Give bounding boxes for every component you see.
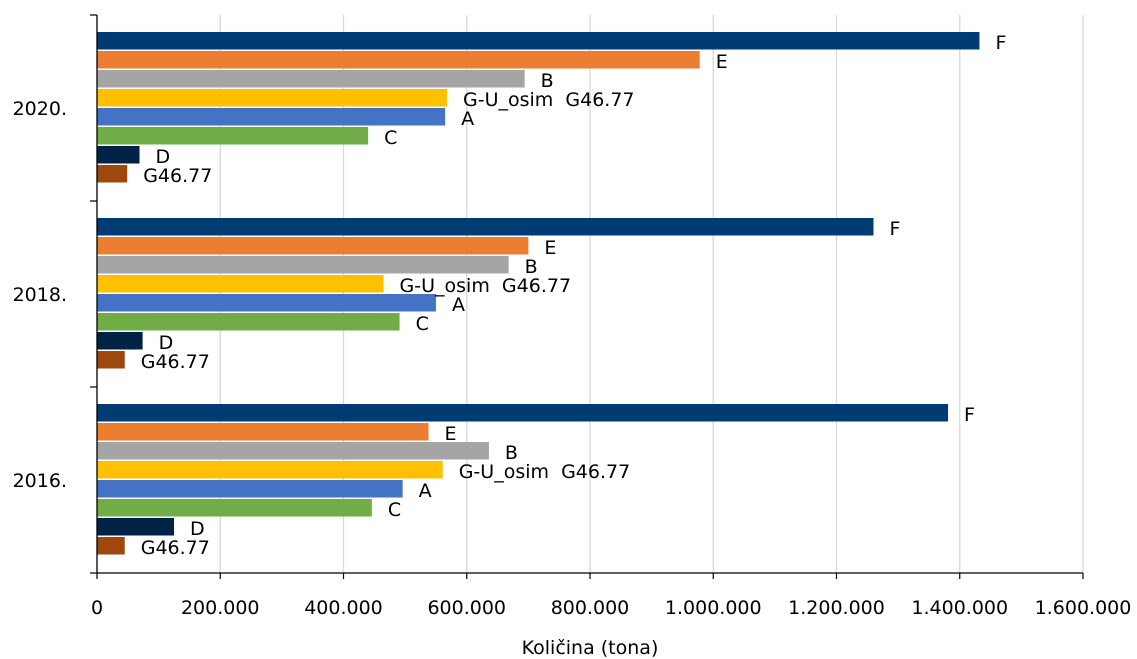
bar-series-label: G-U_osim G46.77 [400,275,572,297]
bar-series-label: G46.77 [141,537,210,559]
bar-e [97,51,700,69]
x-axis-title: Količina (tona) [522,637,659,659]
bar-series-label: D [190,518,205,540]
bar-c [97,127,369,145]
bar-series-label: C [384,127,397,149]
category-label: 2016. [13,470,67,492]
bar-b [97,70,525,88]
bar-d [97,146,140,164]
bar-c [97,313,400,331]
bar-f [97,218,874,236]
bar-series-label: G46.77 [143,165,212,187]
bar-series-label: B [505,442,518,464]
bar-e [97,237,529,255]
x-tick-label: 1.400.000 [911,597,1008,619]
category-label: 2020. [13,98,67,120]
bar-series-label: D [159,332,174,354]
x-tick-label: 0 [91,597,103,619]
bar-c [97,499,372,517]
bar-series-label: E [716,51,728,73]
bar-series-label: C [388,499,401,521]
bar-a [97,294,436,312]
bar-series-label: F [889,218,900,240]
bar-series-label: F [995,32,1006,54]
bar-g-u-osim-g46-77 [97,275,384,293]
bar-a [97,480,403,498]
bar-e [97,423,429,441]
x-tick-label: 1.200.000 [788,597,885,619]
bar-f [97,404,949,422]
bar-a [97,108,446,126]
bar-series-label: C [416,313,429,335]
x-tick-label: 200.000 [181,597,260,619]
bar-d [97,332,143,350]
labels: 0 200.000 400.000 600.000 800.000 1.000.000 1.… [13,32,1132,659]
bar-g-u-osim-g46-77 [97,89,448,107]
bar-series-label: A [461,108,474,130]
bar-g-u-osim-g46-77 [97,461,443,479]
bar-f [97,32,980,50]
bar-series-label: D [156,146,171,168]
bar-series-label: G-U_osim G46.77 [463,89,635,111]
x-tick-label: 1.000.000 [665,597,762,619]
axes [90,14,1084,579]
bar-series-label: A [452,294,465,316]
bar-d [97,518,175,536]
bars [97,32,980,555]
bar-g46-77 [97,537,125,555]
bar-g46-77 [97,165,128,183]
bar-series-label: E [544,237,556,259]
bar-series-label: F [964,404,975,426]
bar-g46-77 [97,351,125,369]
bar-series-label: E [445,423,457,445]
x-tick-label: 600.000 [427,597,506,619]
bar-series-label: G46.77 [141,351,210,373]
x-tick-label: 1.600.000 [1035,597,1132,619]
x-tick-label: 400.000 [304,597,383,619]
bar-b [97,256,509,274]
x-tick-label: 800.000 [551,597,630,619]
category-label: 2018. [13,284,67,306]
bar-series-label: B [525,256,538,278]
bar-series-label: G-U_osim G46.77 [459,461,631,483]
bar-series-label: B [541,70,554,92]
bar-series-label: A [419,480,432,502]
bar-b [97,442,489,460]
